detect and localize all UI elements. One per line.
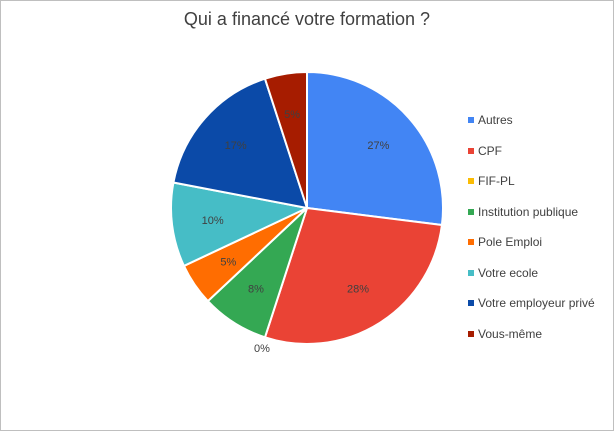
legend-swatch bbox=[468, 239, 474, 245]
legend-label: Vous-même bbox=[478, 326, 543, 341]
legend-swatch bbox=[468, 117, 474, 123]
legend-swatch bbox=[468, 178, 474, 184]
legend-swatch bbox=[468, 147, 474, 154]
data-label-votre-employeur-prive: 17% bbox=[225, 140, 247, 152]
data-label-institution-publique: 8% bbox=[248, 283, 264, 295]
legend-label: Institution publique bbox=[478, 204, 579, 219]
data-label-cpf: 28% bbox=[347, 283, 369, 295]
pie-slice-votre-employeur-prive bbox=[172, 77, 309, 210]
legend-label: Votre employeur privé bbox=[478, 296, 595, 310]
data-label-pole-emploi: 5% bbox=[220, 257, 236, 269]
data-label-autres: 27% bbox=[367, 140, 389, 152]
legend-label: Autres bbox=[478, 113, 513, 127]
legend-label: Pole Emploi bbox=[478, 235, 543, 249]
legend-label: FIF-PL bbox=[478, 174, 515, 188]
legend-swatch bbox=[468, 208, 474, 215]
legend-label: CPF bbox=[478, 143, 502, 158]
legend-label: Votre ecole bbox=[478, 265, 539, 280]
pie-slice-cpf bbox=[263, 206, 444, 345]
data-label-vous-meme: 5% bbox=[284, 109, 300, 121]
pie-slice-autres bbox=[306, 70, 444, 227]
data-label-votre-ecole: 10% bbox=[202, 215, 224, 227]
chart-title: Qui a financé votre formation ? bbox=[183, 9, 431, 29]
legend-swatch bbox=[468, 269, 474, 276]
pie-slice-votre-ecole bbox=[170, 181, 311, 268]
legend-swatch bbox=[468, 300, 474, 306]
data-label-fif-pl: 0% bbox=[254, 343, 270, 355]
pie-slice-vous-meme bbox=[263, 70, 308, 209]
legend-swatch bbox=[468, 330, 474, 337]
